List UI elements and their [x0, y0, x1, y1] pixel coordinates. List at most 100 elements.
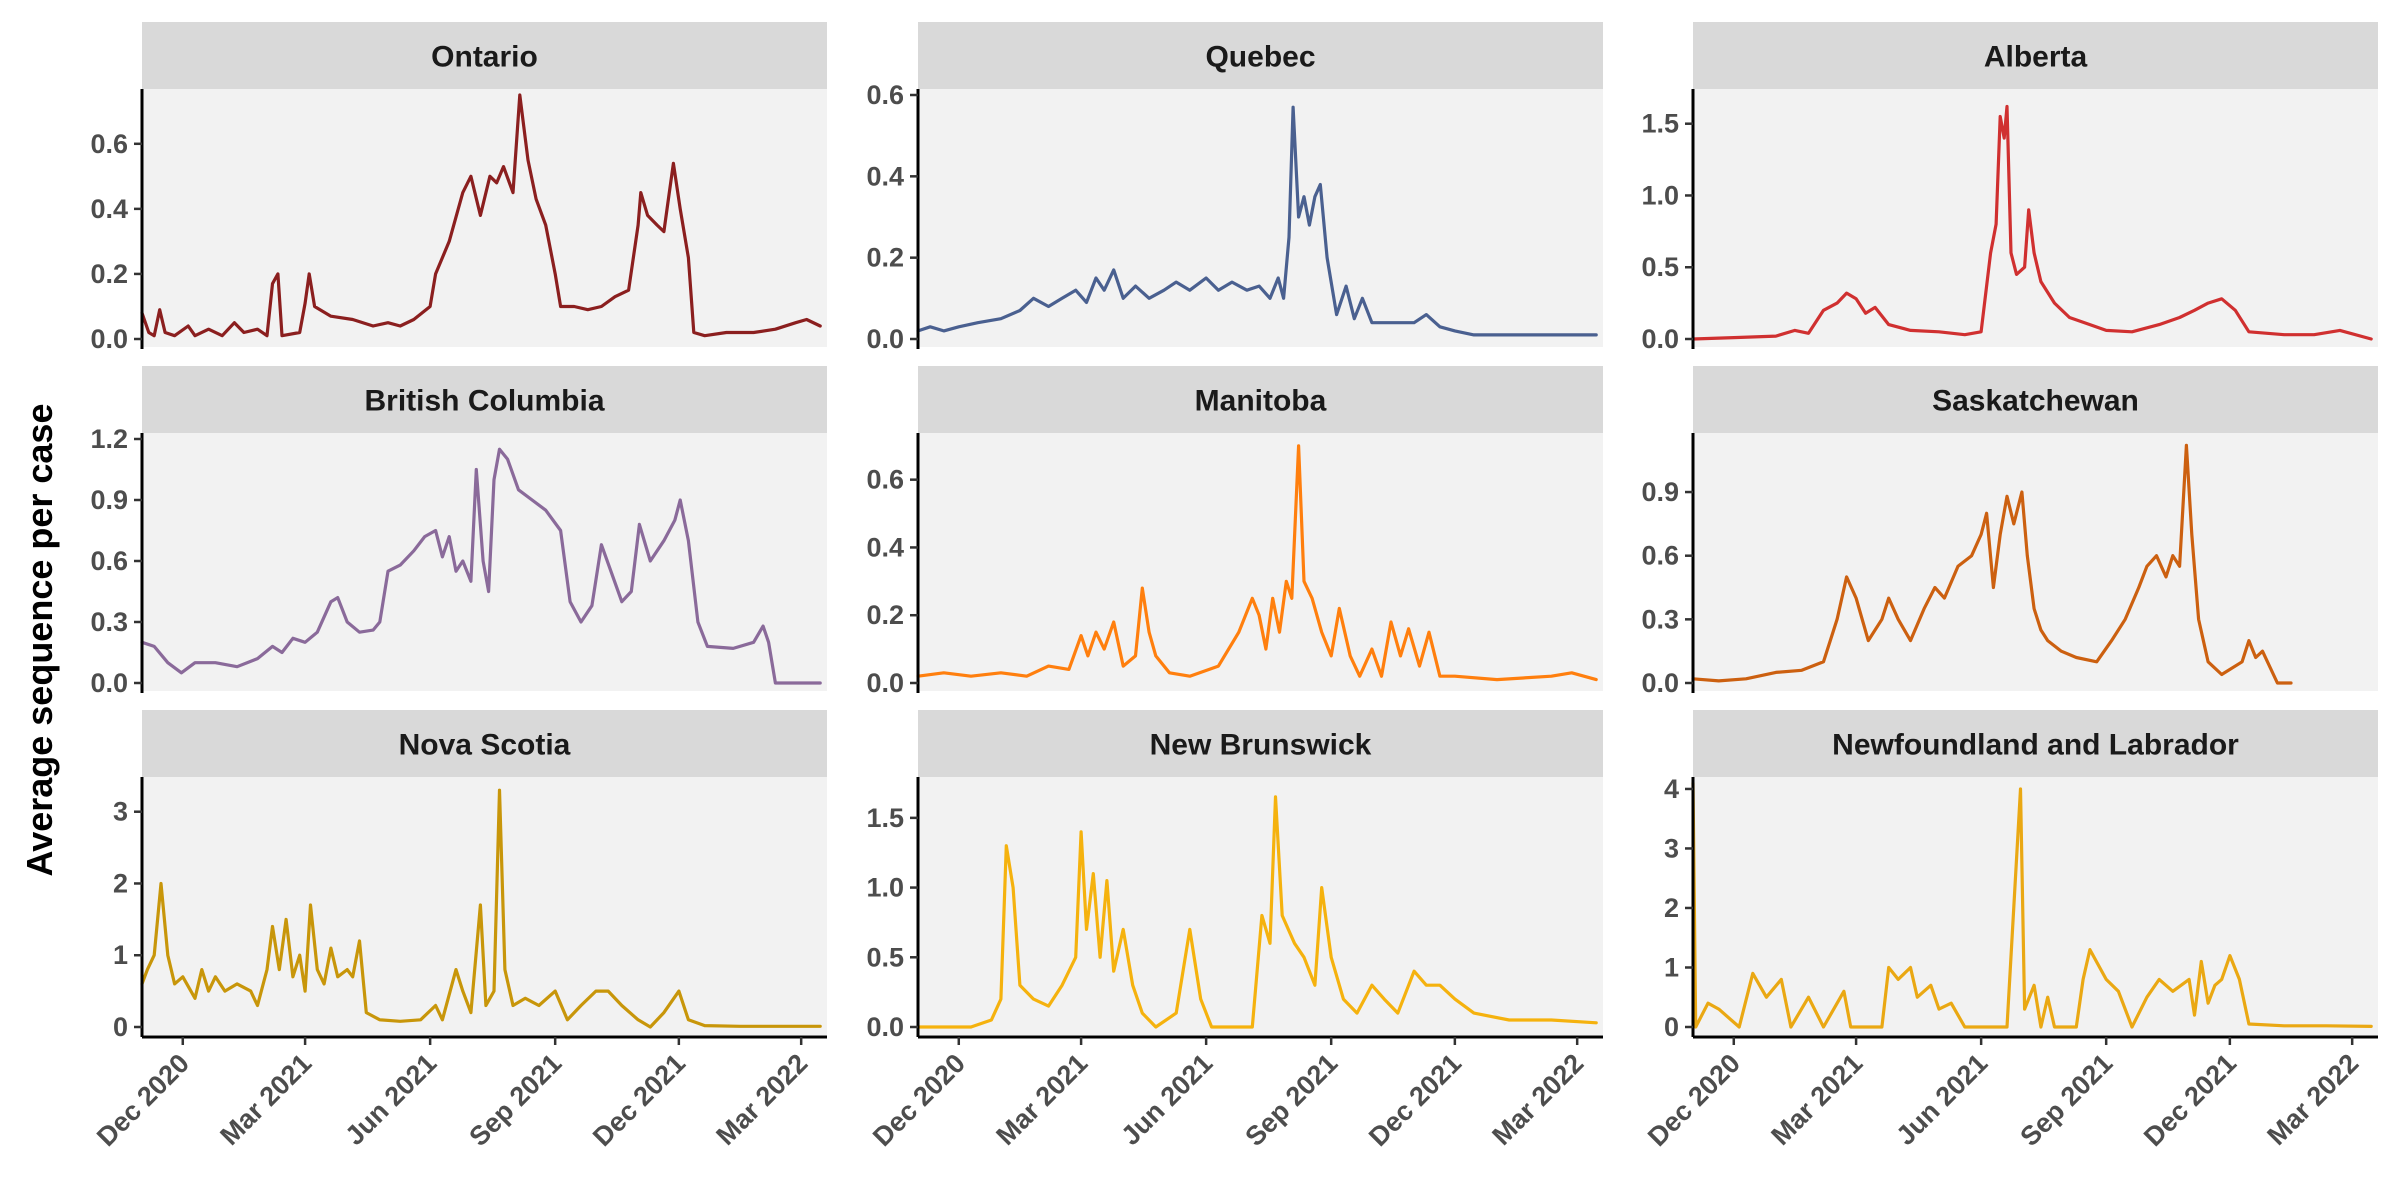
- y-tick-label: 0.6: [1641, 541, 1679, 571]
- y-tick-label: 0.5: [866, 942, 904, 972]
- y-tick-label: 0.9: [1641, 477, 1679, 507]
- series-line: [140, 93, 822, 338]
- x-tick-label: Sep 2021: [2014, 1048, 2118, 1152]
- panel-title: Manitoba: [1195, 385, 1327, 418]
- x-tick-label: Mar 2021: [990, 1048, 1093, 1151]
- y-tick-label: 0.4: [866, 532, 904, 562]
- panel-title: Ontario: [431, 41, 538, 74]
- plot-background: [918, 89, 1603, 347]
- x-tick-label: Dec 2021: [1363, 1048, 1467, 1152]
- strip-background: [1693, 710, 2378, 777]
- y-tick-label: 0.3: [1641, 604, 1679, 634]
- x-tick-label: Mar 2021: [214, 1048, 317, 1151]
- y-tick-label: 0.0: [1641, 324, 1679, 354]
- panel-title: Quebec: [1205, 41, 1315, 74]
- plot-background: [918, 433, 1603, 691]
- series-line: [140, 447, 822, 685]
- strip-background: [918, 22, 1603, 89]
- x-tick-label: Jun 2021: [1890, 1048, 1993, 1151]
- y-tick-label: 0.0: [90, 668, 128, 698]
- plot-background: [918, 777, 1603, 1035]
- panel-saskatchewan: Saskatchewan 0.0 0.3 0.6 0.9: [1641, 366, 2378, 698]
- plot-background: [142, 89, 827, 347]
- y-tick-label: 0.3: [90, 607, 128, 637]
- y-tick-label: 0.6: [866, 80, 904, 110]
- y-tick-label: 0.4: [866, 161, 904, 191]
- panel-title: Alberta: [1984, 41, 2088, 74]
- panel-british-columbia: British Columbia 0.0 0.3 0.6 0.9 1.2: [90, 366, 827, 698]
- plot-background: [1693, 433, 2378, 691]
- x-tick-label: Sep 2021: [1239, 1048, 1343, 1152]
- y-tick-label: 1.5: [866, 803, 904, 833]
- x-tick-label: Dec 2020: [867, 1048, 971, 1152]
- y-tick-label: 1: [113, 940, 128, 970]
- plot-background: [1693, 89, 2378, 347]
- strip-background: [918, 710, 1603, 777]
- y-tick-label: 0.2: [90, 259, 128, 289]
- y-tick-label: 0.2: [866, 243, 904, 273]
- series-line: [140, 788, 822, 1029]
- y-tick-label: 0.5: [1641, 252, 1679, 282]
- y-tick-label: 0.6: [866, 465, 904, 495]
- panels-layer: Ontario 0.0 0.2 0.4 0.6 Quebec 0.0 0.2 0.4 0.6 Alb…: [90, 22, 2378, 1152]
- panel-title: Saskatchewan: [1932, 385, 2139, 418]
- panel-title: British Columbia: [364, 385, 604, 418]
- panel-quebec: Quebec 0.0 0.2 0.4 0.6: [866, 22, 1603, 354]
- strip-background: [142, 22, 827, 89]
- y-tick-label: 0.0: [90, 324, 128, 354]
- y-tick-label: 1: [1664, 952, 1679, 982]
- series-line: [1691, 104, 2373, 341]
- y-tick-label: 1.0: [1641, 180, 1679, 210]
- y-tick-label: 0.2: [866, 600, 904, 630]
- strip-background: [142, 366, 827, 433]
- x-tick-label: Mar 2022: [1486, 1048, 1589, 1151]
- panel-manitoba: Manitoba 0.0 0.2 0.4 0.6: [866, 366, 1603, 698]
- y-tick-label: 0.0: [866, 1012, 904, 1042]
- series-line: [916, 444, 1598, 682]
- y-tick-label: 1.0: [866, 873, 904, 903]
- panel-title: Nova Scotia: [399, 729, 571, 762]
- y-tick-label: 0.6: [90, 129, 128, 159]
- y-tick-label: 0.9: [90, 485, 128, 515]
- series-line: [1691, 781, 2373, 1029]
- y-axis-title: Average sequence per case: [19, 404, 60, 877]
- y-tick-label: 1.5: [1641, 109, 1679, 139]
- x-tick-label: Mar 2021: [1765, 1048, 1868, 1151]
- y-tick-label: 0.0: [866, 668, 904, 698]
- x-tick-label: Mar 2022: [2261, 1048, 2364, 1151]
- strip-background: [1693, 22, 2378, 89]
- panel-title: Newfoundland and Labrador: [1832, 729, 2239, 762]
- y-tick-label: 3: [1664, 833, 1679, 863]
- y-tick-label: 4: [1664, 774, 1679, 804]
- x-tick-label: Mar 2022: [710, 1048, 813, 1151]
- panel-title: New Brunswick: [1150, 729, 1372, 762]
- series-line: [916, 105, 1598, 337]
- x-tick-label: Dec 2020: [91, 1048, 195, 1152]
- strip-background: [1693, 366, 2378, 433]
- x-tick-label: Sep 2021: [463, 1048, 567, 1152]
- y-tick-label: 2: [1664, 893, 1679, 923]
- y-tick-label: 2: [113, 868, 128, 898]
- y-tick-label: 0.0: [1641, 668, 1679, 698]
- y-tick-label: 0.0: [866, 324, 904, 354]
- series-line: [916, 795, 1598, 1029]
- panel-nova-scotia: Nova Scotia 0 1 2 3 Dec 2020 Mar 2021 Jun 2021 S…: [91, 710, 827, 1152]
- x-tick-label: Dec 2021: [2138, 1048, 2242, 1152]
- y-tick-label: 3: [113, 797, 128, 827]
- y-tick-label: 1.2: [90, 424, 128, 454]
- y-tick-label: 0: [1664, 1012, 1679, 1042]
- x-tick-label: Dec 2021: [587, 1048, 691, 1152]
- x-tick-label: Dec 2020: [1642, 1048, 1746, 1152]
- x-tick-label: Jun 2021: [339, 1048, 442, 1151]
- y-tick-label: 0.4: [90, 194, 128, 224]
- panel-ontario: Ontario 0.0 0.2 0.4 0.6: [90, 22, 827, 354]
- x-tick-label: Jun 2021: [1115, 1048, 1218, 1151]
- strip-background: [142, 710, 827, 777]
- y-tick-label: 0: [113, 1012, 128, 1042]
- y-tick-label: 0.6: [90, 546, 128, 576]
- series-line: [1691, 443, 2293, 685]
- panel-alberta: Alberta 0.0 0.5 1.0 1.5: [1641, 22, 2378, 354]
